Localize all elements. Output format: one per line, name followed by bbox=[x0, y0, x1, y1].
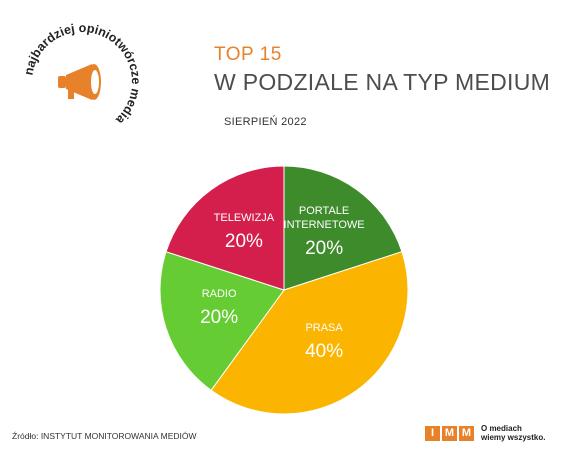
slice-label: INTERNETOWE bbox=[284, 219, 365, 231]
slice-label: PORTALE bbox=[299, 205, 349, 217]
slice-value-label: 20% bbox=[305, 238, 343, 259]
brand-letter-i: I bbox=[425, 425, 440, 441]
brand-letter-m2: M bbox=[459, 425, 474, 441]
slice-label: TELEWIZJA bbox=[214, 212, 275, 224]
tagline-line-1: O mediach bbox=[481, 424, 522, 433]
pie-slice-prasa bbox=[210, 251, 409, 415]
logo-badge: najbardziej opiniotwórcze media bbox=[21, 21, 143, 128]
brand-letter-m1: M bbox=[442, 425, 457, 441]
tagline-line-2: wiemy wszystko. bbox=[481, 433, 546, 442]
kicker: TOP 15 bbox=[214, 44, 282, 65]
slice-label: PRASA bbox=[305, 322, 343, 334]
source-note: Źródło: INSTYTUT MONITOROWANIA MEDIÓW bbox=[12, 431, 197, 441]
slice-label: RADIO bbox=[202, 288, 237, 300]
pie-slice-portale-internetowe bbox=[283, 165, 403, 291]
title-block: TOP 15 W PODZIALE NA TYP MEDIUM bbox=[214, 44, 550, 96]
imm-brand: I M M O mediach wiemy wszystko. bbox=[425, 424, 545, 442]
brand-tagline: O mediach wiemy wszystko. bbox=[481, 424, 545, 442]
page-title: W PODZIALE NA TYP MEDIUM bbox=[214, 69, 551, 95]
slice-value-label: 20% bbox=[200, 307, 238, 328]
slice-value-label: 40% bbox=[305, 341, 343, 362]
pie-slice-telewizja bbox=[165, 165, 285, 291]
megaphone-icon bbox=[58, 64, 101, 100]
slice-value-label: 20% bbox=[225, 231, 263, 252]
pie-slice-radio bbox=[159, 251, 285, 392]
period-label: SIERPIEŃ 2022 bbox=[224, 116, 307, 128]
